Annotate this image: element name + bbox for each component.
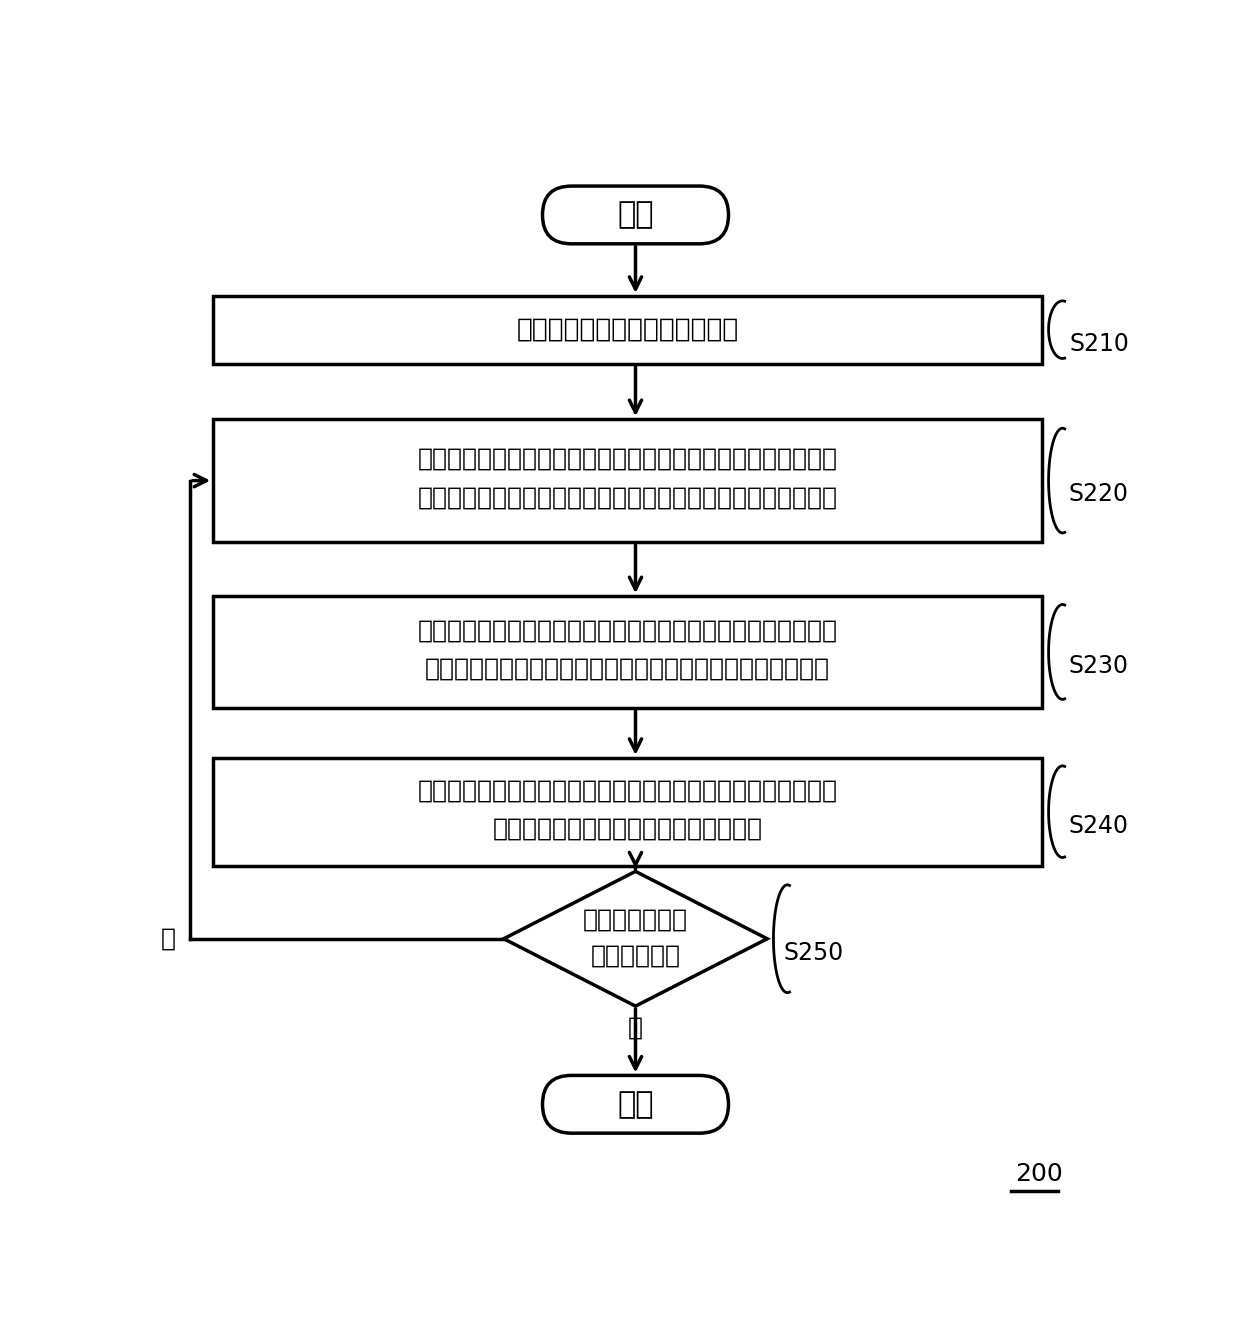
Text: 否: 否: [161, 927, 176, 950]
FancyBboxPatch shape: [543, 187, 729, 244]
Text: 将该分子序列作为新目标分子，将该分子得分作为新目标得分: 将该分子序列作为新目标分子，将该分子得分作为新目标得分: [425, 656, 831, 680]
Bar: [213, 419, 1043, 542]
Text: 判断搜索树是否: 判断搜索树是否: [583, 907, 688, 931]
Text: S240: S240: [1069, 813, 1128, 837]
Text: S250: S250: [784, 941, 844, 965]
FancyBboxPatch shape: [543, 1075, 729, 1133]
Text: S210: S210: [1069, 331, 1128, 356]
Text: 是: 是: [627, 1016, 644, 1040]
Text: 达到终止条件: 达到终止条件: [590, 943, 681, 968]
Text: 构建用于生成局部序列的搜索树: 构建用于生成局部序列的搜索树: [517, 317, 739, 342]
Text: 确定当前局部序列在新目标分子中的下一字符，并在当前局部序: 确定当前局部序列在新目标分子中的下一字符，并在当前局部序: [418, 778, 838, 803]
Bar: [213, 758, 1043, 866]
Text: 结束: 结束: [618, 1090, 653, 1119]
Text: 列后添加该下一字符，以得到新局部序列: 列后添加该下一字符，以得到新局部序列: [492, 817, 763, 840]
Text: 选取得分最高的分子序列，若该分子得分大于当前目标得分，则: 选取得分最高的分子序列，若该分子得分大于当前目标得分，则: [418, 619, 838, 643]
Bar: [213, 596, 1043, 707]
Polygon shape: [503, 871, 768, 1006]
Text: 从当前局部序列延伸多个分支，采用当前存储的分子生成模型在: 从当前局部序列延伸多个分支，采用当前存储的分子生成模型在: [418, 447, 838, 471]
Text: 开始: 开始: [618, 200, 653, 229]
Text: 每个分支上生成一个完整的分子序列，并计算该分子序列的得分: 每个分支上生成一个完整的分子序列，并计算该分子序列的得分: [418, 486, 838, 510]
Bar: [213, 295, 1043, 364]
Text: S220: S220: [1069, 483, 1128, 506]
Text: 200: 200: [1016, 1162, 1063, 1185]
Text: S230: S230: [1069, 654, 1128, 678]
